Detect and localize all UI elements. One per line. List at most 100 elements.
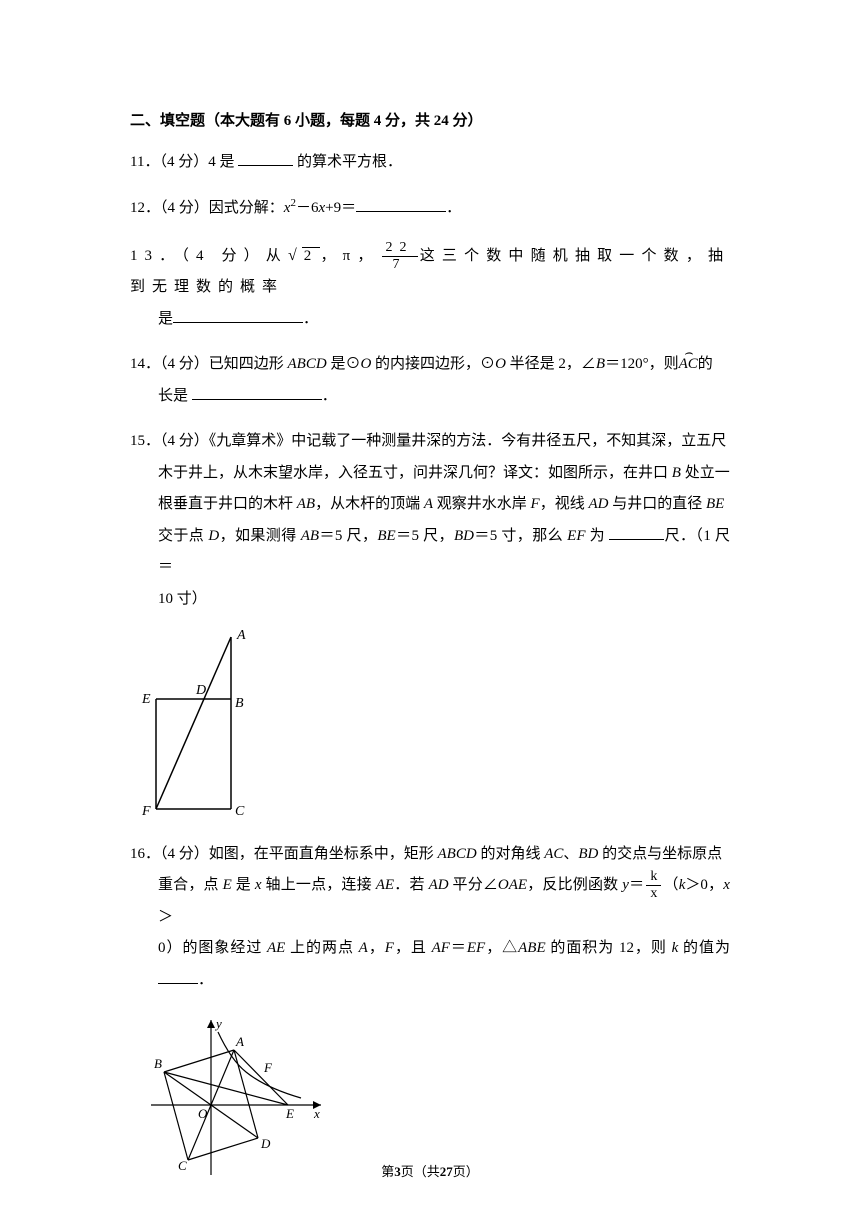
q15-t4b: D [208, 528, 219, 544]
svg-text:O: O [198, 1106, 208, 1121]
svg-text:A: A [236, 629, 246, 643]
svg-text:F: F [263, 1060, 273, 1075]
q16-t3o: 的值为 [678, 940, 730, 956]
q16-t3h: AF [432, 940, 450, 956]
q16-t3d: A [359, 940, 368, 956]
q16-t2r: ＞ [158, 909, 173, 925]
q16-den: x [646, 886, 661, 901]
svg-text:D: D [195, 683, 206, 698]
question-14: 14．（4 分）已知四边形 ABCD 是⊙O 的内接四边形，⊙O 半径是 2，∠… [130, 349, 730, 412]
q14-o1: O [360, 356, 371, 372]
q16-t2j: OAE [498, 877, 527, 893]
q14-o2: O [495, 356, 506, 372]
q13-sqrt: 2 [302, 247, 321, 264]
q15-t3f: F [531, 496, 540, 512]
q16-t2g: ．若 [394, 877, 429, 893]
q16-num: k [646, 870, 661, 886]
q14-arc: AC [679, 349, 698, 381]
q16-t3b: AE [267, 940, 285, 956]
q15-t4h: BD [454, 528, 474, 544]
footer-mid: 页（共 [401, 1164, 440, 1179]
q13-line2: 是 [158, 311, 173, 327]
svg-text:D: D [260, 1136, 271, 1151]
q14-mid2: 的内接四边形，⊙ [371, 356, 495, 372]
q16-t2e: 轴上一点，连接 [262, 877, 376, 893]
q16-t2p: ＞0， [685, 877, 723, 893]
q14-prefix: 14．（4 分）已知四边形 [130, 356, 288, 372]
q16-t1c: 的对角线 [477, 846, 545, 862]
question-15: 15．（4 分）《九章算术》中记载了一种测量井深的方法．今有井径五尺，不知其深，… [130, 426, 730, 615]
q15-t3e: 观察井水水岸 [433, 496, 531, 512]
q16-t3j: EF [467, 940, 485, 956]
q16-t3a: 0）的图象经过 [158, 940, 267, 956]
q14-suffix: ． [322, 388, 337, 404]
q15-t4g: ＝5 尺， [396, 528, 454, 544]
q16-t1g: 的交点与坐标原点 [598, 846, 722, 862]
q16-t2h: AD [429, 877, 449, 893]
q15-t3j: BE [706, 496, 724, 512]
q15-t4e: ＝5 尺， [319, 528, 377, 544]
q14-abcd: ABCD [288, 356, 327, 372]
page-footer: 第3页（共27页） [0, 1162, 860, 1182]
q16-t1e: 、 [563, 846, 578, 862]
q16-t3c: 上的两点 [285, 940, 358, 956]
svg-text:B: B [154, 1056, 162, 1071]
q15-t3d: A [424, 496, 433, 512]
section-header: 二、填空题（本大题有 6 小题，每题 4 分，共 24 分） [130, 110, 730, 133]
q15-t2a: 木于井上，从木末望水岸，入径五寸，问井深几何？译文：如图所示，在井口 [158, 465, 672, 481]
q15-t4f: BE [377, 528, 395, 544]
q16-t2d: x [255, 877, 262, 893]
question-11: 11．（4 分）4 是 的算术平方根． [130, 147, 730, 179]
svg-text:C: C [235, 804, 245, 819]
q15-t3g: ，视线 [540, 496, 589, 512]
q11-suffix: 的算术平方根． [297, 154, 402, 170]
q16-fraction: kx [646, 870, 661, 901]
q15-t1: 15．（4 分）《九章算术》中记载了一种测量井深的方法．今有井径五尺，不知其深，… [130, 433, 726, 449]
footer-total: 27 [440, 1164, 453, 1179]
q15-t3h: AD [588, 496, 608, 512]
q16-t1f: BD [578, 846, 598, 862]
question-13: 13．（4 分）从2，π，227这三个数中随机抽取一个数，抽到无理数的概率 是． [130, 239, 730, 336]
q12-mid: －6 [296, 200, 319, 216]
q16-t3k: ，△ [485, 940, 518, 956]
q15-t2c: 处立一 [681, 465, 730, 481]
svg-text:F: F [141, 804, 151, 819]
q15-t4k: 为 [586, 528, 606, 544]
q15-blank [609, 524, 664, 540]
q16-t3e: ， [368, 940, 385, 956]
q15-t3c: ，从木杆的顶端 [315, 496, 424, 512]
q16-t2k: ，反比例函数 [527, 877, 622, 893]
q16-t1d: AC [544, 846, 563, 862]
q16-t1b: ABCD [438, 846, 477, 862]
q16-t3l: ABE [518, 940, 546, 956]
q16-t1a: 16．（4 分）如图，在平面直角坐标系中，矩形 [130, 846, 438, 862]
q14-blank [192, 384, 322, 400]
q15-t4a: 交于点 [158, 528, 208, 544]
q14-mid5: 的 [698, 356, 713, 372]
q13-fraction: 227 [382, 241, 418, 272]
q16-t2f: AE [376, 877, 394, 893]
q12-blank [356, 196, 446, 212]
q13-num: 22 [382, 241, 418, 257]
q11-blank [238, 150, 293, 166]
svg-text:y: y [214, 1016, 222, 1031]
svg-text:E: E [141, 692, 151, 707]
q14-mid3: 半径是 2，∠ [506, 356, 596, 372]
q13-suffix: ． [303, 311, 318, 327]
question-16: 16．（4 分）如图，在平面直角坐标系中，矩形 ABCD 的对角线 AC、BD … [130, 839, 730, 997]
q16-t2n: （ [663, 877, 678, 893]
q15-t4j: EF [567, 528, 585, 544]
q15-t4i: ＝5 寸，那么 [474, 528, 567, 544]
q15-t3a: 根垂直于井口的木杆 [158, 496, 297, 512]
q12-prefix: 12．（4 分）因式分解： [130, 200, 284, 216]
footer-prefix: 第 [381, 1164, 394, 1179]
q14-mid1: 是⊙ [327, 356, 361, 372]
q16-t3p: ． [198, 972, 213, 988]
svg-text:B: B [235, 696, 244, 711]
svg-text:A: A [235, 1034, 244, 1049]
q16-blank [158, 968, 198, 984]
q16-t2a: 重合，点 [158, 877, 223, 893]
q15-t5: 10 寸） [158, 591, 207, 607]
q16-t3f: F [385, 940, 394, 956]
q15-t3i: 与井口的直径 [608, 496, 706, 512]
